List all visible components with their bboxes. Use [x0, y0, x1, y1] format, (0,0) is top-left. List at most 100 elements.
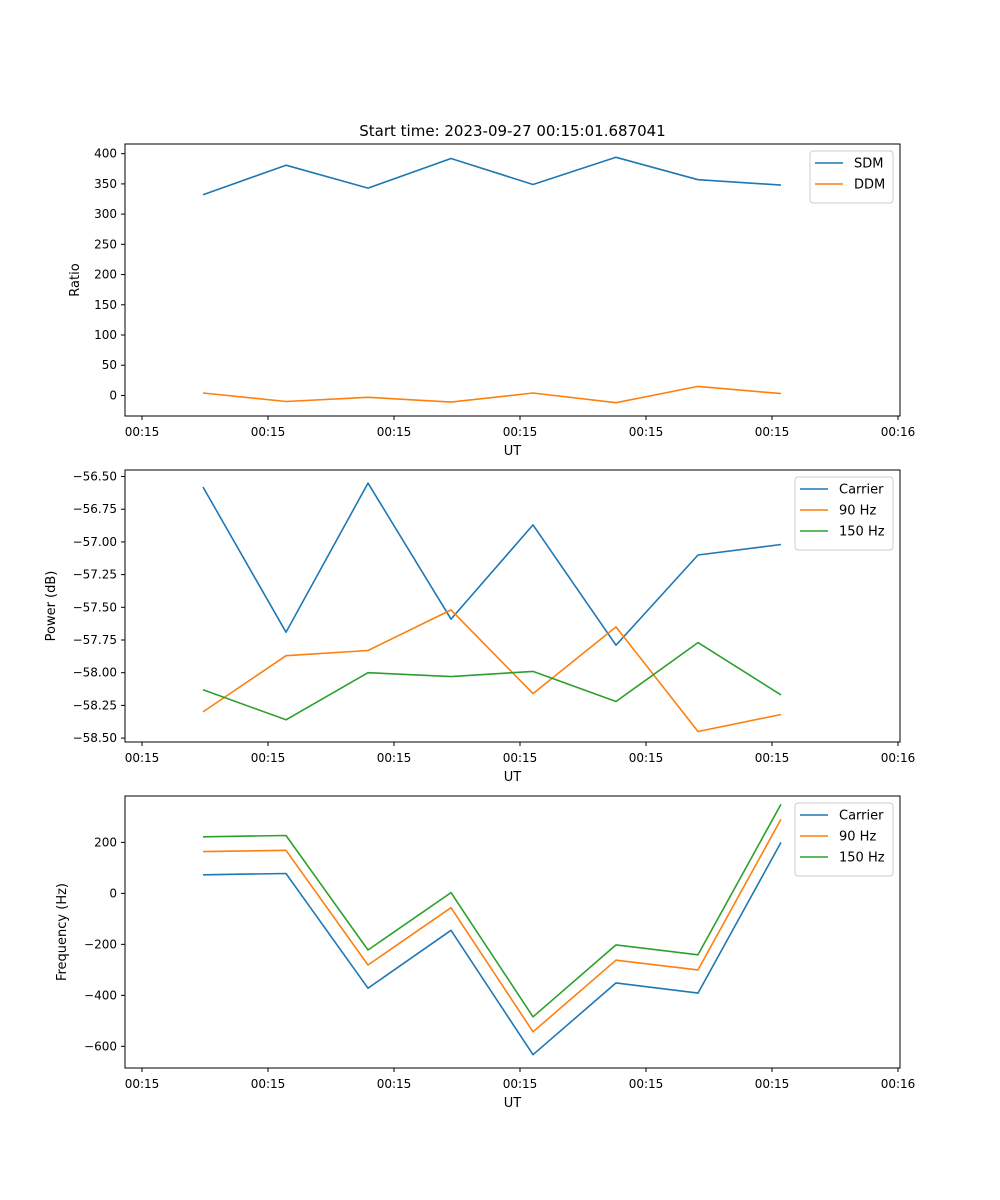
- y-tick-label: −58.25: [73, 698, 117, 712]
- data-point: [780, 184, 782, 186]
- data-point: [367, 987, 369, 989]
- data-point: [780, 714, 782, 716]
- y-axis-label: Ratio: [68, 263, 83, 296]
- x-tick-label: 00:15: [125, 425, 160, 439]
- data-point: [697, 954, 699, 956]
- legend-label: 150 Hz: [839, 851, 885, 866]
- chart-panel-1: 00:15 00:15 00:15 00:15 00:15 00:15 00:16 0 50 10…: [68, 143, 916, 459]
- x-tick-label: 00:16: [881, 425, 916, 439]
- y-axis-label: Frequency (Hz): [55, 883, 70, 981]
- data-point: [285, 873, 287, 875]
- x-axis-label: UT: [504, 770, 522, 785]
- y-tick-label: −200: [84, 937, 117, 951]
- x-tick-label: 00:15: [503, 425, 538, 439]
- data-point: [285, 401, 287, 403]
- data-point: [532, 524, 534, 526]
- data-point: [615, 982, 617, 984]
- x-tick-label: 00:15: [629, 425, 664, 439]
- axes-frame: [124, 795, 901, 1069]
- data-point: [780, 841, 782, 843]
- x-axis-label: UT: [504, 444, 522, 459]
- data-point: [202, 836, 204, 838]
- y-tick-label: 150: [94, 298, 117, 312]
- series-line-carrier: [202, 482, 782, 647]
- data-point: [615, 402, 617, 404]
- x-tick-label: 00:15: [251, 425, 286, 439]
- data-point: [367, 396, 369, 398]
- y-tick-label: 0: [109, 886, 117, 900]
- x-tick-label: 00:15: [629, 1077, 664, 1091]
- data-point: [450, 609, 452, 611]
- data-point: [285, 655, 287, 657]
- data-point: [202, 874, 204, 876]
- data-point: [450, 401, 452, 403]
- legend-label: SDM: [854, 157, 883, 172]
- x-tick-label: 00:15: [755, 751, 790, 765]
- data-point: [202, 711, 204, 713]
- data-point: [450, 618, 452, 620]
- data-point: [697, 385, 699, 387]
- series-line-90-hz: [202, 609, 782, 733]
- data-point: [780, 818, 782, 820]
- data-point: [615, 701, 617, 703]
- x-tick-label: 00:15: [125, 1077, 160, 1091]
- legend-label: 90 Hz: [839, 504, 876, 519]
- x-tick-label: 00:15: [503, 751, 538, 765]
- data-point: [285, 835, 287, 837]
- x-tick-label: 00:15: [377, 751, 412, 765]
- figure-title: Start time: 2023-09-27 00:15:01.687041: [359, 122, 665, 140]
- series-line-carrier: [202, 842, 782, 1056]
- x-tick-label: 00:15: [377, 1077, 412, 1091]
- data-point: [450, 158, 452, 160]
- data-point: [615, 626, 617, 628]
- y-tick-label: 250: [94, 237, 117, 251]
- y-tick-label: −58.50: [73, 731, 117, 745]
- data-point: [367, 949, 369, 951]
- series-line-ddm: [202, 385, 782, 404]
- data-point: [202, 486, 204, 488]
- data-point: [780, 544, 782, 546]
- data-point: [615, 156, 617, 158]
- legend-label: 90 Hz: [839, 830, 876, 845]
- data-point: [367, 650, 369, 652]
- y-tick-label: 0: [109, 388, 117, 402]
- y-axis-label: Power (dB): [44, 571, 59, 642]
- x-tick-label: 00:15: [503, 1077, 538, 1091]
- axes-frame: [124, 469, 901, 743]
- y-tick-label: 100: [94, 328, 117, 342]
- chart-panel-3: 00:15 00:15 00:15 00:15 00:15 00:15 00:16 −600 −…: [55, 795, 915, 1111]
- data-point: [697, 554, 699, 556]
- data-point: [285, 164, 287, 166]
- data-point: [285, 719, 287, 721]
- y-tick-label: −56.50: [73, 470, 117, 484]
- series-line-150-hz: [202, 641, 782, 721]
- data-point: [450, 907, 452, 909]
- y-tick-label: 400: [94, 147, 117, 161]
- y-tick-label: −600: [84, 1039, 117, 1053]
- y-tick-label: −58.00: [73, 666, 117, 680]
- y-tick-label: −57.50: [73, 600, 117, 614]
- data-point: [697, 642, 699, 644]
- data-point: [367, 964, 369, 966]
- x-tick-label: 00:15: [251, 751, 286, 765]
- x-tick-label: 00:15: [755, 425, 790, 439]
- data-point: [532, 1031, 534, 1033]
- data-point: [285, 631, 287, 633]
- y-tick-label: 300: [94, 207, 117, 221]
- y-tick-label: 200: [94, 835, 117, 849]
- chart-panel-2: 00:15 00:15 00:15 00:15 00:15 00:15 00:16 −58.5…: [44, 469, 915, 785]
- series-line-90-hz: [202, 818, 782, 1033]
- data-point: [697, 992, 699, 994]
- data-point: [615, 944, 617, 946]
- data-point: [697, 969, 699, 971]
- axes-frame: [124, 143, 901, 417]
- data-point: [615, 644, 617, 646]
- data-point: [450, 929, 452, 931]
- x-tick-label: 00:15: [251, 1077, 286, 1091]
- legend-box: [809, 150, 894, 204]
- data-point: [367, 187, 369, 189]
- x-tick-label: 00:15: [629, 751, 664, 765]
- x-tick-label: 00:15: [125, 751, 160, 765]
- y-tick-label: −57.00: [73, 535, 117, 549]
